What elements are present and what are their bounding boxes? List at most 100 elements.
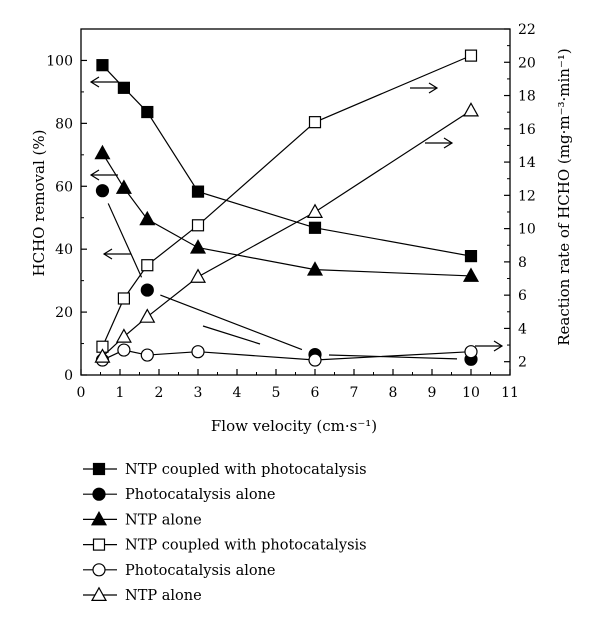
legend-item: NTP alone (83, 510, 202, 528)
filled-square-legend-marker (92, 462, 106, 476)
filled-circle-legend-marker (92, 487, 106, 501)
right-axis-arrow-head (428, 82, 439, 94)
filled-triangle-marker (306, 261, 324, 276)
plot-frame (80, 28, 511, 376)
x-tick-label: 1 (116, 385, 125, 401)
filled-square-marker (141, 105, 154, 119)
left-axis-arrow-head (89, 169, 100, 181)
open-square-marker (141, 259, 154, 272)
open-circle-marker (117, 343, 131, 357)
filled-circle-marker (140, 283, 154, 297)
open-triangle-marker (462, 102, 480, 117)
series-line-segment (160, 294, 303, 351)
filled-square-marker (96, 59, 109, 72)
legend-label: NTP coupled with photocatalysis (125, 538, 367, 554)
x-tick-label: 2 (155, 385, 164, 401)
open-circle-marker (140, 348, 154, 362)
series-line (101, 55, 472, 347)
open-triangle-marker (115, 328, 132, 343)
filled-circle-marker (95, 184, 110, 198)
series-2 (94, 144, 480, 282)
x-tick-label: 5 (272, 385, 281, 401)
open-circle-marker (191, 345, 205, 359)
y-right-tick-label: 2 (518, 355, 527, 371)
open-triangle-legend-marker (90, 586, 108, 602)
y-right-tick-label: 4 (518, 321, 527, 337)
y-right-tick-label: 8 (518, 255, 527, 271)
y-axis-title-left: HCHO removal (%) (30, 130, 48, 277)
series-3 (96, 49, 478, 353)
y-left-tick-label: 80 (55, 116, 73, 132)
series-line-segment (107, 203, 143, 278)
filled-square-marker (464, 250, 478, 263)
legend-item: NTP coupled with photocatalysis (83, 462, 367, 478)
right-axis-arrow-head (493, 340, 504, 352)
y-left-tick-label: 60 (55, 179, 73, 195)
y-left-tick-label: 20 (55, 305, 73, 321)
filled-square-marker (117, 81, 131, 94)
legend-label: NTP alone (125, 512, 202, 528)
legend-item: NTP alone (83, 586, 202, 604)
open-triangle-marker (94, 348, 111, 363)
right-axis-arrow-head (443, 137, 454, 149)
legend-label: NTP alone (125, 588, 202, 604)
y-right-tick-label: 18 (518, 89, 536, 105)
filled-triangle-marker (139, 210, 156, 226)
x-tick-label: 3 (194, 385, 203, 401)
y-right-tick-label: 12 (518, 188, 536, 204)
callout-line (202, 325, 261, 345)
open-square-marker (191, 219, 205, 232)
filled-triangle-marker (189, 239, 207, 254)
y-left-tick-label: 40 (55, 242, 73, 258)
series-1 (95, 184, 478, 366)
left-axis-arrow-head (89, 76, 100, 88)
series-line (102, 349, 472, 361)
y-right-tick-label: 16 (518, 122, 536, 138)
y-right-tick-label: 14 (518, 155, 536, 171)
x-tick-label: 6 (311, 385, 320, 401)
y-right-tick-label: 22 (518, 22, 536, 38)
open-circle-marker (464, 345, 478, 359)
filled-triangle-marker (462, 267, 480, 282)
legend-item: Photocatalysis alone (83, 487, 276, 503)
x-tick-label: 8 (389, 385, 398, 401)
x-tick-label: 7 (350, 385, 359, 401)
series-5 (94, 102, 480, 363)
series-4 (95, 343, 478, 367)
legend-item: NTP coupled with photocatalysis (83, 538, 367, 554)
open-triangle-marker (139, 308, 156, 323)
x-tick-label: 4 (233, 385, 242, 401)
open-square-marker (308, 116, 322, 129)
y-right-tick-label: 20 (518, 55, 536, 71)
x-tick-label: 11 (501, 385, 519, 401)
filled-triangle-marker (94, 144, 111, 160)
open-square-legend-marker (92, 538, 106, 551)
x-tick-label: 0 (77, 385, 86, 401)
series-0 (96, 59, 478, 263)
series-line-segment (328, 354, 458, 360)
left-axis-arrow-head (102, 248, 113, 260)
y-right-tick-label: 10 (518, 222, 536, 238)
series-line (101, 152, 472, 277)
y-left-tick-label: 100 (46, 53, 73, 69)
legend-label: Photocatalysis alone (125, 487, 276, 503)
x-tick-label: 9 (428, 385, 437, 401)
x-tick-label: 10 (462, 385, 480, 401)
x-axis-title: Flow velocity (cm·s⁻¹) (211, 417, 377, 435)
open-triangle-marker (189, 268, 207, 283)
legend-label: Photocatalysis alone (125, 563, 276, 579)
y-axis-title-right: Reaction rate of HCHO (mg·m⁻³·min⁻¹) (555, 48, 573, 345)
filled-triangle-legend-marker (90, 510, 108, 526)
filled-triangle-marker (115, 179, 132, 194)
filled-square-marker (308, 221, 322, 234)
open-square-marker (117, 292, 131, 305)
open-circle-marker (308, 353, 322, 367)
y-right-tick-label: 6 (518, 288, 527, 304)
y-left-tick-label: 0 (64, 368, 73, 384)
filled-square-marker (191, 185, 205, 198)
open-triangle-marker (306, 203, 324, 218)
legend-label: NTP coupled with photocatalysis (125, 462, 367, 478)
legend-item: Photocatalysis alone (83, 563, 276, 579)
open-circle-legend-marker (92, 563, 106, 577)
